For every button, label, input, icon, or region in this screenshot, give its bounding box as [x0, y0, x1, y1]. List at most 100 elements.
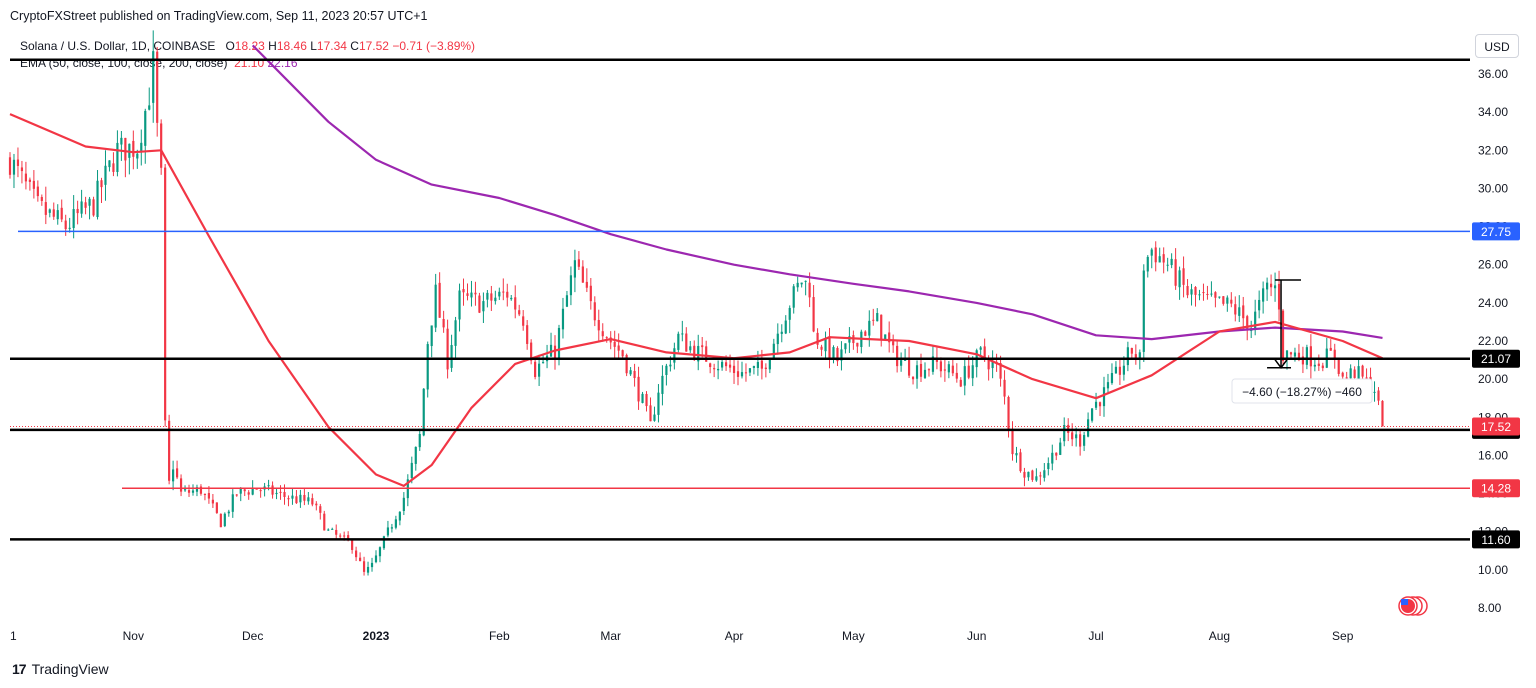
- candle: [323, 510, 326, 531]
- candle-body: [358, 557, 362, 562]
- candle: [474, 281, 477, 306]
- low-label: L: [310, 39, 317, 53]
- candle: [1031, 469, 1034, 482]
- candle: [1198, 289, 1201, 301]
- candle: [939, 357, 942, 378]
- candle: [1309, 334, 1312, 379]
- candle: [892, 334, 895, 353]
- candle-body: [1206, 293, 1209, 295]
- measure-tool[interactable]: −4.60 (−18.27%) −460: [1231, 279, 1373, 404]
- candle-body: [323, 513, 326, 531]
- candle: [772, 338, 775, 360]
- candle-body: [900, 360, 903, 366]
- tradingview-logo-icon: 17: [12, 661, 27, 677]
- candle-body: [669, 364, 672, 367]
- candle: [215, 502, 218, 514]
- candle: [104, 150, 107, 201]
- time-tick-label: Sep: [1332, 629, 1354, 643]
- candle: [856, 342, 859, 354]
- candle-body: [108, 160, 111, 168]
- price-level-tag-bg: [1472, 479, 1520, 498]
- candle-body: [1242, 305, 1245, 319]
- candle: [327, 528, 330, 531]
- candle-body: [339, 535, 342, 537]
- candle-body: [215, 502, 218, 513]
- candle-body: [1106, 382, 1110, 389]
- candle: [223, 512, 226, 528]
- candle: [195, 484, 199, 497]
- candle-body: [1015, 453, 1018, 456]
- candle: [1118, 358, 1122, 385]
- candle-body: [48, 209, 51, 213]
- candle-body: [756, 362, 759, 368]
- candle-body: [1317, 363, 1320, 366]
- candle-body: [96, 180, 99, 218]
- candle-body: [713, 368, 716, 370]
- price-level-tag: 27.75: [1472, 222, 1520, 241]
- candle-body: [1094, 401, 1098, 408]
- candle: [931, 345, 935, 375]
- candle: [1210, 281, 1213, 297]
- candle-body: [1063, 425, 1066, 442]
- symbol-name[interactable]: Solana / U.S. Dollar, 1D, COINBASE: [20, 39, 216, 53]
- candle-body: [1051, 452, 1054, 464]
- candle-body: [541, 362, 545, 364]
- candle: [1194, 286, 1197, 307]
- candle-body: [20, 167, 24, 172]
- candle: [653, 406, 656, 422]
- candle: [657, 384, 660, 423]
- candle-body: [991, 361, 994, 369]
- candle-body: [888, 332, 891, 343]
- candle-body: [1154, 247, 1157, 263]
- candle: [828, 327, 831, 369]
- candle: [128, 143, 131, 175]
- candle: [1150, 247, 1153, 269]
- candle-body: [557, 327, 561, 359]
- candle: [382, 535, 386, 550]
- candle: [394, 515, 397, 530]
- candle-body: [28, 179, 31, 182]
- candle-body: [776, 333, 779, 345]
- candle: [386, 520, 390, 538]
- candle-body: [470, 292, 473, 298]
- candle: [1234, 296, 1237, 322]
- candle: [1015, 446, 1018, 463]
- candle-body: [56, 210, 59, 220]
- candle-body: [939, 361, 942, 372]
- candle-body: [227, 511, 230, 514]
- candle-body: [689, 346, 692, 351]
- candle-body: [418, 433, 421, 448]
- candle-body: [1027, 471, 1030, 478]
- candle-body: [32, 180, 35, 189]
- candle-body: [490, 293, 493, 301]
- candle: [764, 363, 767, 378]
- candle-body: [76, 208, 79, 214]
- time-tick-label: May: [842, 629, 865, 643]
- currency-button[interactable]: USD: [1475, 34, 1519, 58]
- candle-body: [454, 320, 457, 346]
- candle: [1047, 457, 1050, 476]
- candle-body: [434, 284, 437, 328]
- candle: [1086, 412, 1090, 438]
- candle-body: [1178, 270, 1181, 288]
- candle: [108, 160, 111, 172]
- candle-body: [884, 334, 887, 341]
- candle: [462, 278, 465, 306]
- candle: [331, 527, 334, 530]
- candle-body: [450, 345, 453, 368]
- candle: [275, 487, 278, 500]
- price-tick-label: 26.00: [1478, 258, 1508, 272]
- candle: [80, 189, 83, 218]
- candle-body: [140, 142, 143, 152]
- candle-body: [370, 562, 374, 568]
- candle-body: [744, 372, 748, 374]
- candle: [434, 273, 437, 333]
- candle: [132, 130, 135, 170]
- candle: [307, 492, 310, 505]
- candle: [709, 362, 712, 374]
- candle-body: [617, 345, 620, 351]
- candle-body: [327, 529, 330, 531]
- candle-body: [482, 301, 485, 312]
- candle-body: [124, 137, 127, 161]
